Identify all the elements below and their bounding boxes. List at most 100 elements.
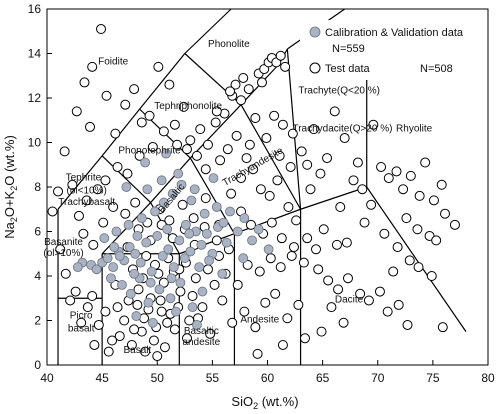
y-tick-label-2: 4 [34, 269, 41, 283]
test-point-101 [120, 208, 131, 219]
test-point-66 [366, 199, 377, 210]
calibration-point-11 [146, 266, 157, 277]
test-point-11 [120, 99, 131, 110]
test-point-4 [71, 106, 82, 117]
test-point-218 [315, 168, 326, 179]
test-point-227 [140, 346, 151, 357]
boundary-line-18 [189, 104, 242, 159]
test-point-119 [323, 275, 334, 286]
test-point-43 [339, 133, 350, 144]
test-point-55 [401, 213, 412, 224]
test-point-100 [108, 202, 119, 213]
legend-marker-calibration [309, 26, 321, 38]
test-point-207 [449, 219, 460, 230]
calibration-point-17 [179, 253, 190, 264]
test-point-22 [210, 117, 221, 128]
calibration-point-66 [109, 242, 120, 252]
test-point-71 [311, 244, 322, 255]
field-label-12: Basanite [44, 237, 83, 248]
test-point-5 [79, 77, 90, 88]
test-point-126 [393, 299, 404, 310]
calibration-point-65 [72, 262, 83, 273]
test-point-65 [379, 228, 390, 239]
test-point-25 [230, 79, 241, 90]
calibration-point-37 [232, 226, 243, 237]
test-point-3 [67, 179, 78, 190]
test-point-214 [225, 86, 236, 97]
field-label-5: Trachydacite(Q>20 %) [292, 123, 392, 134]
test-point-149 [93, 319, 104, 330]
calibration-point-77 [208, 173, 219, 184]
test-point-51 [414, 190, 425, 201]
test-point-36 [269, 110, 280, 121]
test-point-229 [252, 348, 263, 359]
field-label-14: Andesite [240, 315, 279, 326]
calibration-point-12 [152, 231, 163, 241]
test-point-17 [169, 119, 180, 130]
calibration-point-42 [154, 284, 165, 295]
test-point-73 [291, 215, 302, 226]
test-point-212 [250, 113, 261, 124]
test-point-72 [302, 233, 313, 244]
test-point-67 [359, 217, 370, 228]
test-point-172 [288, 242, 299, 253]
test-point-114 [266, 217, 277, 228]
test-point-228 [152, 351, 163, 362]
x-tick-label-3: 55 [206, 371, 220, 385]
test-point-81 [231, 130, 242, 141]
field-label-1: Phonolite [208, 39, 250, 50]
calibration-point-16 [174, 235, 185, 246]
test-point-45 [368, 119, 379, 130]
test-point-121 [342, 273, 353, 284]
test-point-59 [440, 208, 451, 219]
calibration-point-3 [102, 253, 113, 264]
x-axis-label: SiO2 (wt.%) [231, 394, 298, 411]
test-point-80 [241, 153, 252, 164]
calibration-point-48 [147, 317, 158, 328]
test-point-96 [73, 210, 84, 221]
test-point-125 [382, 306, 393, 317]
calibration-point-39 [125, 288, 136, 299]
test-point-201 [156, 306, 167, 317]
test-point-33 [275, 50, 286, 61]
test-point-107 [188, 213, 199, 224]
calibration-point-26 [111, 226, 122, 237]
test-point-165 [209, 279, 220, 290]
test-point-82 [222, 144, 233, 155]
field-label-19: basalt [68, 324, 95, 335]
field-label-6: Rhyolite [396, 123, 433, 134]
test-point-220 [348, 175, 359, 186]
test-point-54 [436, 179, 447, 190]
test-point-75 [272, 175, 283, 186]
test-point-138 [217, 295, 228, 306]
test-point-122 [355, 288, 366, 299]
calibration-point-63 [253, 224, 264, 235]
test-point-16 [164, 79, 175, 90]
calibration-point-29 [150, 206, 160, 217]
test-point-12 [129, 84, 140, 95]
calibration-point-61 [247, 235, 257, 246]
test-point-95 [81, 195, 92, 206]
test-point-89 [147, 141, 158, 152]
y-tick-label-1: 2 [34, 314, 41, 328]
calibration-point-9 [135, 257, 146, 268]
field-label-2: Tephriphonolite [154, 101, 222, 112]
legend-count-test: N=508 [420, 63, 453, 75]
test-point-37 [277, 119, 288, 130]
test-point-88 [158, 126, 169, 137]
test-point-128 [338, 317, 349, 328]
calibration-point-57 [181, 219, 191, 230]
calibration-point-13 [157, 251, 168, 261]
test-point-217 [302, 159, 313, 170]
test-point-64 [388, 266, 399, 277]
calibration-point-36 [225, 206, 235, 217]
calibration-point-8 [130, 248, 141, 259]
calibration-point-67 [129, 268, 139, 279]
calibration-point-44 [175, 277, 186, 288]
test-point-200 [184, 315, 195, 326]
calibration-point-18 [185, 246, 196, 257]
test-point-74 [283, 202, 294, 213]
calibration-point-24 [218, 217, 229, 228]
calibration-point-69 [184, 228, 195, 239]
test-point-102 [130, 197, 141, 208]
